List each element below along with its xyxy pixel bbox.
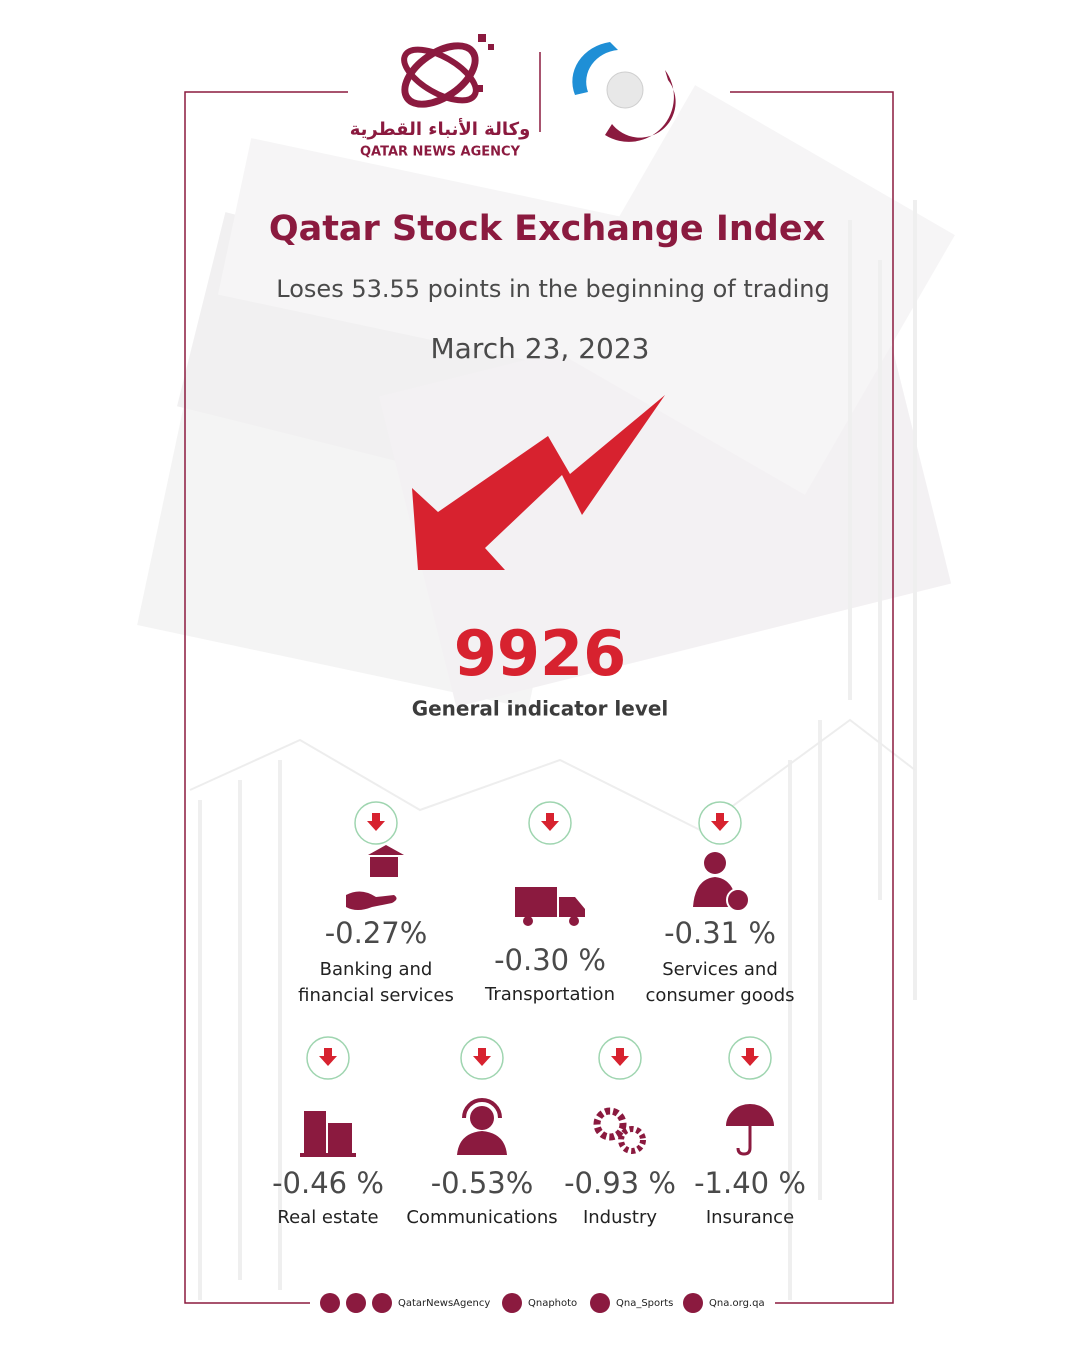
sector: -0.53% Communications <box>406 1036 558 1228</box>
icon <box>693 877 737 907</box>
footer-handle: QatarNewsAgency <box>398 1298 490 1309</box>
icon <box>726 888 750 912</box>
sector-change: -0.31 % <box>664 916 776 950</box>
sector: -0.30 % Transportation <box>484 801 615 1005</box>
sector-change: -1.40 % <box>694 1166 806 1200</box>
down-badge-arrow <box>541 813 559 831</box>
sector-change: -0.46 % <box>272 1166 384 1200</box>
icon <box>559 897 585 917</box>
down-arrow <box>412 395 665 570</box>
indicator-label: General indicator level <box>412 697 669 721</box>
down-badge-arrow <box>711 813 729 831</box>
icon <box>736 1126 752 1156</box>
title: Qatar Stock Exchange Index <box>269 209 826 249</box>
logo-english: QATAR NEWS AGENCY <box>360 145 521 160</box>
icon <box>523 916 533 926</box>
footer-handle: Qna.org.qa <box>709 1298 765 1309</box>
down-badge-arrow <box>473 1048 491 1066</box>
icon <box>457 1131 507 1155</box>
sector-name: Real estate <box>277 1207 378 1228</box>
subtitle: Loses 53.55 points in the beginning of t… <box>276 275 829 303</box>
sector: -1.40 % Insurance <box>694 1036 806 1228</box>
sectors: -0.27% Banking and financial services -0.30… <box>272 801 806 1228</box>
icon <box>346 891 397 910</box>
social-icon <box>372 1293 392 1313</box>
indicator-value: 9926 <box>454 617 627 690</box>
icon <box>304 1111 326 1155</box>
down-badge-arrow <box>741 1048 759 1066</box>
social-icon <box>590 1293 610 1313</box>
down-badge-arrow <box>611 1048 629 1066</box>
sector-name: financial services <box>298 985 454 1006</box>
down-badge-arrow <box>319 1048 337 1066</box>
sector-change: -0.30 % <box>494 943 606 977</box>
icon <box>569 916 579 926</box>
sector-name: Transportation <box>484 984 615 1005</box>
date: March 23, 2023 <box>431 332 650 365</box>
footer: QatarNewsAgency Qnaphoto Qna_Sports Qna.org… <box>320 1293 765 1313</box>
sector: -0.46 % Real estate <box>272 1036 384 1228</box>
sector-name: Industry <box>583 1207 657 1228</box>
icon <box>328 1123 352 1155</box>
icon <box>300 1153 356 1157</box>
icon <box>618 1126 646 1154</box>
sector-name: Insurance <box>706 1207 794 1228</box>
sector: -0.93 % Industry <box>564 1036 676 1228</box>
footer-handle: Qna_Sports <box>616 1298 673 1309</box>
sector: -0.27% Banking and financial services <box>298 801 454 1006</box>
sector-name: Banking and <box>320 959 433 980</box>
icon <box>704 852 726 874</box>
icon <box>470 1106 494 1130</box>
logo-arabic: وكالة الأنباء القطرية <box>350 118 531 140</box>
social-icon <box>502 1293 522 1313</box>
partner-logo <box>572 42 676 142</box>
social-icon <box>683 1293 703 1313</box>
social-icon <box>346 1293 366 1313</box>
sector-name: Services and <box>662 959 778 980</box>
sector-name: Communications <box>406 1207 557 1228</box>
frame <box>184 91 894 1304</box>
icon <box>462 1098 502 1119</box>
icon <box>726 1104 774 1126</box>
sector-name: consumer goods <box>645 985 794 1006</box>
down-badge-arrow <box>367 813 385 831</box>
icon <box>515 887 557 917</box>
icon <box>368 845 404 877</box>
footer-handle: Qnaphoto <box>528 1298 577 1309</box>
sector-change: -0.53% <box>431 1166 534 1200</box>
sector-change: -0.93 % <box>564 1166 676 1200</box>
icon <box>593 1107 627 1141</box>
sector-change: -0.27% <box>325 916 428 950</box>
background <box>137 85 955 1300</box>
qna-logo: وكالة الأنباء القطرية QATAR NEWS AGENCY <box>350 34 531 160</box>
social-icon <box>320 1293 340 1313</box>
sector: -0.31 % Services and consumer goods <box>645 801 795 1006</box>
